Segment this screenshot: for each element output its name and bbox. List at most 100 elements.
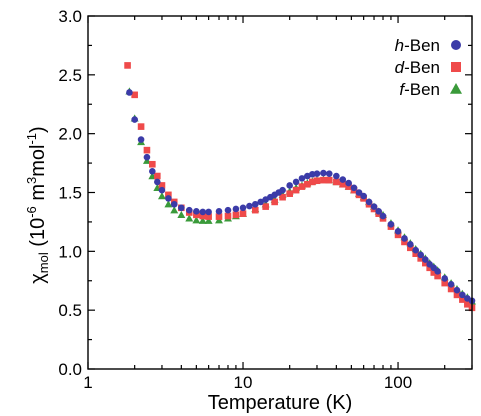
y-title-exp2: 3	[24, 177, 39, 184]
data-point-h-Ben	[239, 204, 247, 212]
data-point-d-Ben	[124, 62, 131, 69]
y-tick-label: 3.0	[58, 7, 82, 26]
series-f-Ben	[125, 87, 476, 305]
y-title-subscript: mol	[36, 252, 51, 273]
data-point-h-Ben	[350, 184, 358, 192]
data-point-h-Ben	[158, 186, 166, 194]
data-point-d-Ben	[313, 177, 321, 185]
data-point-h-Ben	[165, 195, 172, 202]
data-point-d-Ben	[232, 211, 240, 219]
data-point-d-Ben	[422, 259, 429, 267]
data-point-h-Ben	[441, 275, 449, 282]
y-title-mol: mol	[27, 145, 49, 177]
data-point-d-Ben	[417, 255, 424, 262]
data-point-d-Ben	[292, 186, 300, 194]
data-point-d-Ben	[137, 123, 145, 130]
x-tick-label: 10	[234, 373, 253, 392]
data-point-d-Ben	[309, 178, 316, 186]
data-point-d-Ben	[430, 269, 438, 276]
data-point-d-Ben	[339, 180, 347, 188]
y-tick-label: 0.5	[58, 301, 82, 320]
data-point-h-Ben	[434, 268, 441, 275]
plot-marks	[124, 62, 476, 312]
data-point-f-Ben	[198, 216, 207, 224]
data-point-f-Ben	[204, 216, 213, 224]
data-point-h-Ben	[453, 286, 461, 294]
data-point-h-Ben	[339, 176, 347, 183]
data-point-d-Ben	[434, 272, 441, 280]
legend-label-d-ben: d-Ben	[395, 58, 440, 77]
legend-label-f-ben: f-Ben	[399, 80, 440, 99]
y-tick-label: 0.0	[58, 360, 82, 379]
data-point-h-Ben	[325, 170, 333, 177]
legend-label-d-ben-rest: -Ben	[404, 58, 440, 77]
data-point-h-Ben	[257, 198, 264, 206]
data-point-d-Ben	[459, 296, 466, 303]
data-point-h-Ben	[417, 251, 424, 259]
data-point-d-Ben	[165, 191, 172, 199]
y-title-middle: m	[27, 184, 49, 206]
data-point-h-Ben	[126, 89, 133, 96]
data-point-d-Ben	[407, 244, 414, 252]
data-point-d-Ben	[131, 91, 138, 99]
data-point-h-Ben	[232, 205, 240, 213]
data-point-h-Ben	[365, 198, 373, 206]
y-title-paren-open: (10	[27, 218, 49, 252]
data-point-d-Ben	[394, 231, 402, 239]
data-point-d-Ben	[262, 203, 269, 210]
data-point-d-Ben	[193, 211, 200, 219]
data-point-d-Ben	[345, 183, 352, 190]
data-point-h-Ben	[154, 178, 161, 186]
data-point-f-Ben	[170, 206, 179, 214]
data-point-d-Ben	[401, 238, 408, 246]
data-point-f-Ben	[185, 214, 194, 222]
data-point-d-Ben	[286, 190, 293, 197]
data-point-d-Ben	[271, 198, 278, 206]
data-point-h-Ben	[137, 136, 145, 143]
legend-label-h-ben-italic: h	[395, 36, 404, 55]
data-point-d-Ben	[239, 210, 247, 217]
y-axis-title: χmol (10-6 m3mol-1)	[24, 126, 51, 283]
data-point-f-Ben	[192, 216, 201, 224]
data-point-h-Ben	[185, 206, 193, 214]
x-axis-title: Temperature (K)	[208, 392, 353, 414]
data-point-f-Ben	[177, 210, 186, 219]
data-point-h-Ben	[394, 228, 402, 235]
data-point-h-Ben	[459, 291, 466, 299]
data-point-h-Ben	[320, 169, 327, 177]
data-point-h-Ben	[193, 208, 200, 215]
data-point-h-Ben	[345, 179, 352, 187]
data-point-d-Ben	[333, 178, 340, 186]
y-title-prefix: χ	[27, 273, 49, 284]
data-point-h-Ben	[205, 208, 212, 216]
data-point-h-Ben	[379, 212, 387, 220]
data-point-f-Ben	[164, 200, 173, 208]
data-point-h-Ben	[199, 208, 207, 216]
y-tick-label: 2.5	[58, 66, 82, 85]
data-point-d-Ben	[143, 146, 151, 154]
data-point-d-Ben	[441, 279, 449, 287]
y-tick-label: 1.5	[58, 184, 82, 203]
data-point-h-Ben	[375, 208, 382, 215]
legend: h-Ben d-Ben f-Ben	[395, 36, 462, 99]
data-point-d-Ben	[426, 264, 433, 272]
legend-markers	[450, 40, 462, 94]
data-point-d-Ben	[149, 160, 156, 168]
data-point-h-Ben	[447, 280, 455, 288]
data-point-d-Ben	[279, 193, 286, 201]
data-point-h-Ben	[387, 220, 395, 228]
data-point-h-Ben	[215, 208, 223, 215]
data-point-d-Ben	[205, 213, 212, 220]
legend-marker-f-Ben	[450, 83, 462, 94]
y-title-exp1: -6	[24, 206, 39, 218]
series-d-Ben	[124, 62, 476, 312]
data-point-h-Ben	[251, 200, 259, 208]
data-point-f-Ben	[158, 192, 166, 200]
legend-label-d-ben-italic: d	[395, 58, 405, 77]
data-point-h-Ben	[304, 172, 311, 180]
data-point-d-Ben	[320, 176, 327, 184]
data-point-d-Ben	[158, 182, 166, 189]
data-point-d-Ben	[464, 300, 471, 308]
data-point-h-Ben	[143, 153, 151, 161]
